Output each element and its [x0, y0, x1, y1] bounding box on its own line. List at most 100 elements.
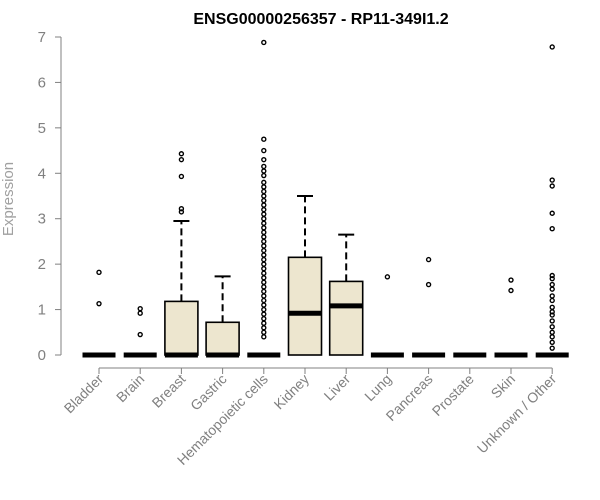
outlier-point — [137, 310, 143, 316]
outlier-point — [261, 188, 267, 195]
outlier-point — [261, 311, 267, 317]
outlier-point — [261, 320, 267, 326]
outlier-point — [549, 339, 555, 345]
box-iqr — [164, 300, 199, 356]
outlier-point — [178, 173, 185, 180]
box-gastric — [205, 275, 240, 358]
x-tick-label: Kidney — [271, 371, 313, 413]
outlier-point — [384, 274, 391, 280]
outlier-point — [261, 270, 267, 276]
outlier-point — [425, 256, 432, 263]
outlier-point — [261, 329, 267, 335]
box-skin — [494, 277, 528, 358]
outlier-point — [549, 275, 555, 282]
outlier-point — [261, 315, 267, 322]
outlier-point — [261, 238, 267, 245]
outlier-point — [549, 334, 555, 340]
outlier-point — [549, 286, 555, 292]
outlier-point — [549, 312, 555, 318]
box-bladder — [82, 269, 116, 358]
chart-title: ENSG00000256357 - RP11-349I1.2 — [193, 11, 448, 28]
y-tick-label: 1 — [38, 302, 46, 319]
outlier-point — [261, 288, 267, 295]
outlier-point — [549, 44, 555, 50]
box-kidney — [287, 194, 323, 356]
box-lung — [370, 274, 404, 358]
box-pancreas — [412, 256, 446, 358]
outlier-point — [261, 197, 267, 204]
outlier-point — [261, 334, 267, 340]
y-tick-label: 0 — [38, 347, 46, 364]
outlier-point — [549, 177, 555, 183]
outlier-point — [261, 275, 267, 281]
outlier-point — [178, 151, 185, 157]
outlier-point — [549, 309, 555, 315]
box-hematopoietic-cells — [247, 39, 281, 358]
outlier-point — [508, 287, 514, 294]
outlier-point — [261, 163, 267, 170]
x-tick-label: Brain — [113, 371, 147, 405]
outlier-point — [96, 300, 102, 307]
outlier-point — [261, 284, 267, 290]
box-liver — [328, 233, 364, 356]
outlier-point — [178, 209, 185, 215]
outlier-point — [549, 272, 555, 279]
outlier-point — [549, 183, 555, 189]
outlier-point — [549, 281, 555, 288]
outlier-point — [137, 305, 143, 312]
outlier-point — [261, 261, 267, 267]
outlier-point — [261, 216, 267, 222]
outlier-point — [261, 193, 267, 199]
outlier-point — [549, 329, 555, 335]
x-tick-label: Bladder — [61, 371, 107, 417]
outlier-point — [137, 331, 143, 338]
x-tick-label: Liver — [321, 371, 354, 404]
y-axis-label: Expression — [0, 162, 17, 236]
x-tick-label: Lung — [361, 371, 394, 404]
outlier-point — [261, 206, 267, 213]
outlier-point — [178, 156, 185, 163]
outlier-point — [261, 234, 267, 240]
plot-area — [82, 39, 569, 358]
outlier-point — [261, 243, 267, 249]
box-unknown-other — [535, 44, 569, 358]
outlier-point — [261, 147, 267, 154]
box-brain — [123, 305, 157, 358]
outlier-point — [261, 220, 267, 226]
outlier-point — [549, 324, 555, 330]
outlier-point — [261, 265, 267, 272]
y-tick-label: 7 — [38, 29, 46, 46]
outlier-point — [261, 297, 267, 304]
y-tick-label: 2 — [38, 256, 46, 273]
outlier-point — [261, 184, 267, 190]
outlier-point — [549, 210, 555, 216]
outlier-point — [178, 206, 185, 212]
outlier-point — [96, 269, 102, 276]
y-tick-label: 5 — [38, 120, 46, 137]
outlier-point — [549, 318, 555, 324]
outlier-point — [508, 277, 514, 283]
outlier-point — [261, 225, 267, 231]
outlier-point — [261, 325, 267, 331]
outlier-point — [261, 306, 267, 313]
outlier-point — [261, 136, 267, 142]
outlier-point — [261, 229, 267, 236]
outlier-point — [261, 179, 267, 186]
outlier-point — [261, 202, 267, 208]
outlier-point — [549, 226, 555, 232]
outlier-point — [549, 293, 555, 299]
outlier-point — [261, 279, 267, 286]
outlier-point — [261, 211, 267, 217]
outlier-point — [261, 302, 267, 308]
x-tick-label: Breast — [149, 371, 189, 411]
outlier-point — [549, 304, 555, 310]
y-axis: 0 1 2 3 4 5 6 7 — [38, 29, 62, 364]
x-tick-label: Skin — [488, 371, 519, 402]
y-tick-label: 6 — [38, 74, 46, 91]
outlier-point — [261, 156, 267, 163]
outlier-point — [261, 256, 267, 263]
outlier-point — [261, 252, 267, 258]
outlier-point — [549, 297, 555, 304]
